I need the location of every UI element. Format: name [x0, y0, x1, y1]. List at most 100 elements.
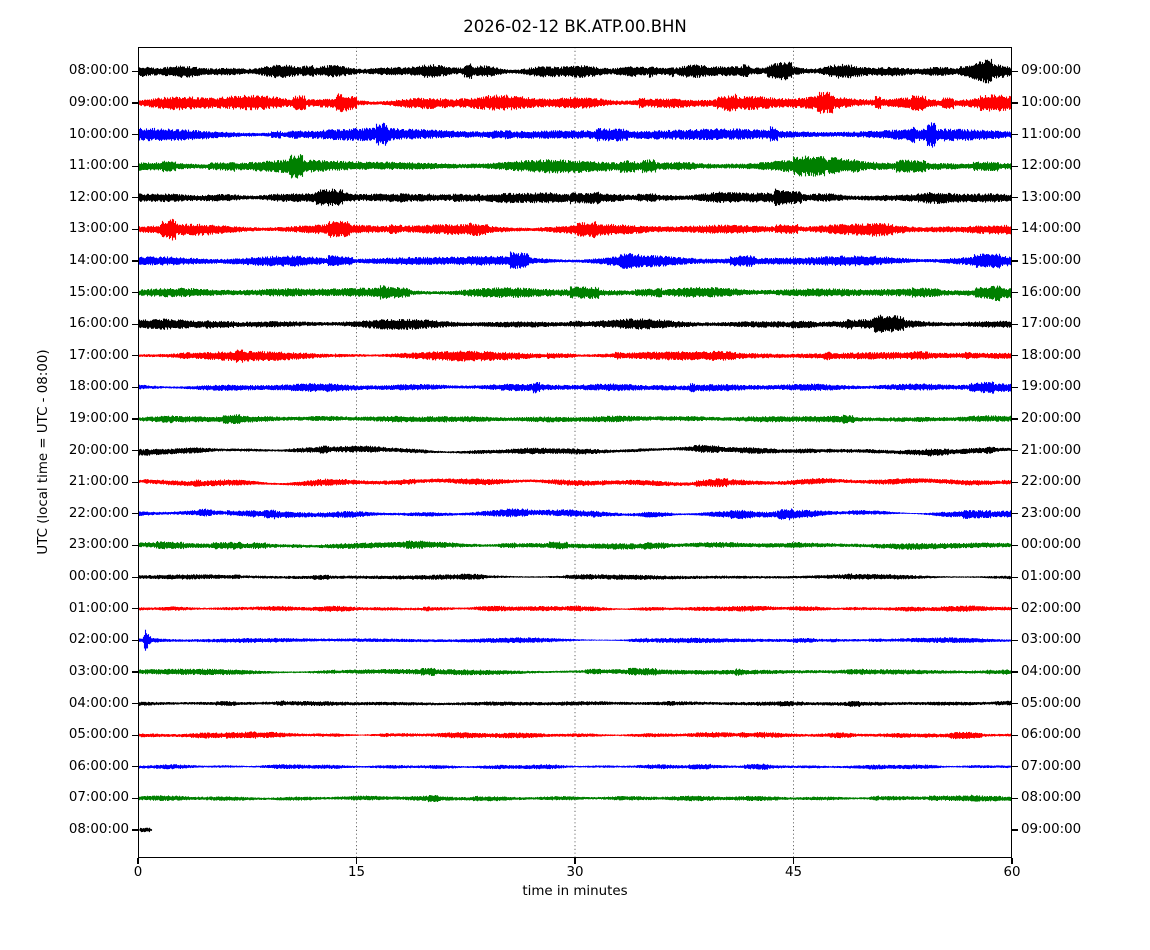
utc-left-label: 01:00:00: [68, 600, 129, 616]
utc-left-label: 04:00:00: [68, 695, 129, 711]
right-tick-mark: [1012, 576, 1018, 578]
bottom-tick-mark: [137, 858, 139, 864]
utc-left-label: 20:00:00: [68, 442, 129, 458]
utc-right-label: 17:00:00: [1021, 316, 1082, 332]
utc-left-label: 22:00:00: [68, 505, 129, 521]
utc-right-label: 09:00:00: [1021, 63, 1082, 79]
left-tick-mark: [132, 576, 138, 578]
left-tick-mark: [132, 386, 138, 389]
x-tick-label: 0: [133, 865, 143, 880]
x-tick-label: 60: [1003, 865, 1021, 880]
right-tick-mark: [1012, 323, 1018, 325]
right-tick-mark: [1012, 513, 1018, 515]
left-tick-mark: [132, 639, 138, 641]
utc-right-label: 02:00:00: [1021, 600, 1082, 616]
left-tick-mark: [132, 70, 138, 72]
utc-right-label: 01:00:00: [1021, 569, 1082, 585]
left-tick-mark: [132, 228, 138, 230]
utc-left-label: 10:00:00: [68, 126, 129, 142]
x-tick-label: 45: [784, 865, 803, 880]
utc-left-label: 00:00:00: [68, 569, 129, 585]
left-tick-mark: [132, 797, 138, 799]
right-tick-mark: [1012, 386, 1018, 389]
utc-right-label: 03:00:00: [1021, 632, 1082, 648]
right-tick-mark: [1012, 260, 1018, 262]
utc-left-label: 09:00:00: [68, 94, 129, 110]
right-tick-mark: [1012, 608, 1018, 610]
utc-right-label: 07:00:00: [1021, 758, 1082, 774]
x-tick-label: 15: [347, 865, 366, 880]
utc-right-label: 22:00:00: [1021, 474, 1082, 490]
utc-right-label: 00:00:00: [1021, 537, 1082, 553]
utc-right-label: 23:00:00: [1021, 505, 1082, 521]
utc-left-label: 23:00:00: [68, 537, 129, 553]
right-tick-mark: [1012, 639, 1018, 641]
utc-right-label: 11:00:00: [1021, 126, 1082, 142]
left-tick-mark: [132, 260, 138, 262]
utc-left-label: 05:00:00: [68, 727, 129, 743]
right-tick-mark: [1012, 450, 1018, 452]
utc-right-label: 15:00:00: [1021, 252, 1082, 268]
utc-right-label: 04:00:00: [1021, 663, 1082, 679]
utc-right-label: 20:00:00: [1021, 411, 1082, 427]
utc-left-label: 16:00:00: [68, 316, 129, 332]
right-tick-mark: [1012, 702, 1018, 705]
right-tick-mark: [1012, 70, 1018, 72]
chart-title: 2026-02-12 BK.ATP.00.BHN: [463, 17, 687, 36]
utc-left-label: 12:00:00: [68, 189, 129, 205]
utc-left-label: 11:00:00: [68, 158, 129, 174]
utc-right-label: 12:00:00: [1021, 158, 1082, 174]
utc-left-label: 17:00:00: [68, 347, 129, 363]
right-tick-mark: [1012, 797, 1018, 799]
left-tick-mark: [132, 671, 138, 673]
utc-left-label: 07:00:00: [68, 790, 129, 806]
bottom-tick-mark: [1011, 858, 1013, 864]
left-tick-mark: [132, 133, 138, 136]
utc-right-label: 14:00:00: [1021, 221, 1082, 237]
right-tick-mark: [1012, 671, 1018, 673]
utc-right-label: 05:00:00: [1021, 695, 1082, 711]
left-tick-mark: [132, 197, 138, 199]
utc-left-label: 18:00:00: [68, 379, 129, 395]
utc-left-label: 08:00:00: [68, 63, 129, 79]
right-tick-mark: [1012, 102, 1018, 104]
utc-right-label: 21:00:00: [1021, 442, 1082, 458]
left-tick-mark: [132, 481, 138, 483]
right-tick-mark: [1012, 165, 1018, 167]
left-tick-mark: [132, 355, 138, 357]
bottom-tick-mark: [355, 858, 358, 864]
utc-left-label: 21:00:00: [68, 474, 129, 490]
utc-right-label: 18:00:00: [1021, 347, 1082, 363]
left-tick-mark: [132, 418, 138, 420]
bottom-tick-mark: [574, 858, 576, 864]
utc-right-label: 08:00:00: [1021, 790, 1082, 806]
utc-left-label: 13:00:00: [68, 221, 129, 237]
seismogram-traces-canvas: [138, 47, 1012, 858]
utc-right-label: 06:00:00: [1021, 727, 1082, 743]
right-tick-mark: [1012, 734, 1018, 736]
right-tick-mark: [1012, 197, 1018, 199]
left-tick-mark: [132, 450, 138, 452]
utc-right-label: 16:00:00: [1021, 284, 1082, 300]
right-tick-mark: [1012, 291, 1018, 294]
right-tick-mark: [1012, 418, 1018, 420]
right-tick-mark: [1012, 766, 1018, 768]
left-tick-mark: [132, 829, 138, 831]
utc-right-label: 09:00:00: [1021, 822, 1082, 837]
utc-left-label: 08:00:00: [68, 822, 129, 837]
utc-left-label: 06:00:00: [68, 758, 129, 774]
left-tick-mark: [132, 165, 138, 167]
left-tick-mark: [132, 513, 138, 515]
utc-right-label: 19:00:00: [1021, 379, 1082, 395]
left-tick-mark: [132, 766, 138, 768]
left-tick-mark: [132, 102, 138, 104]
left-tick-mark: [132, 323, 138, 325]
x-axis-label: time in minutes: [522, 884, 628, 899]
utc-left-label: 03:00:00: [68, 663, 129, 679]
left-tick-mark: [132, 608, 138, 610]
right-tick-mark: [1012, 829, 1018, 831]
bottom-tick-mark: [792, 858, 795, 864]
left-tick-mark: [132, 702, 138, 705]
utc-right-label: 10:00:00: [1021, 94, 1082, 110]
